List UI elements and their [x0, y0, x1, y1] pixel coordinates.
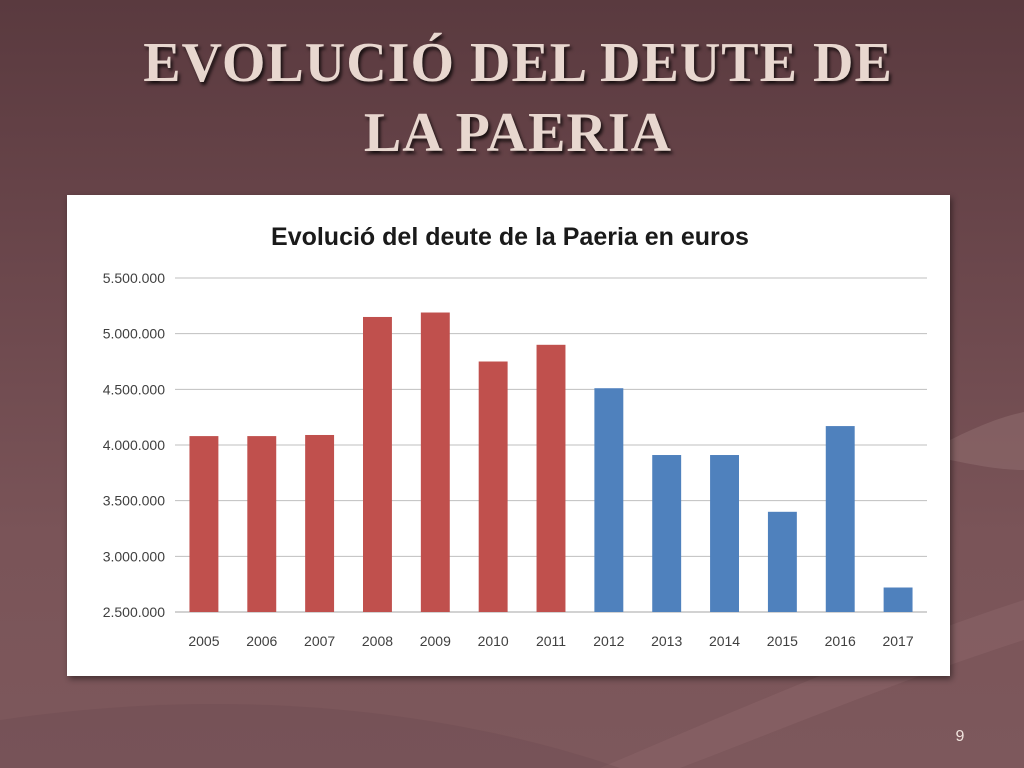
bar-2009	[420, 312, 450, 612]
chart-bars	[189, 312, 913, 612]
bar-2012	[594, 388, 624, 612]
x-tick-label: 2016	[825, 633, 856, 649]
x-tick-label: 2014	[709, 633, 740, 649]
bar-2005	[189, 436, 219, 612]
y-tick-label: 4.500.000	[103, 381, 165, 397]
x-tick-label: 2011	[536, 633, 566, 649]
slide-title: EVOLUCIÓ DEL DEUTE DE LA PAERIA	[40, 28, 996, 168]
slide-title-line-2: LA PAERIA	[363, 102, 673, 164]
x-tick-label: 2010	[478, 633, 509, 649]
x-tick-label: 2006	[246, 633, 277, 649]
y-axis-tick-labels: 2.500.000 3.000.000 3.500.000 4.000.000 4.50…	[103, 270, 165, 620]
x-tick-label: 2009	[420, 633, 451, 649]
y-tick-label: 3.000.000	[103, 548, 165, 564]
x-tick-label: 2005	[188, 633, 219, 649]
bar-2016	[825, 426, 855, 612]
bar-2014	[710, 455, 739, 612]
slide-title-line-1: EVOLUCIÓ DEL DEUTE DE	[143, 32, 893, 94]
y-tick-label: 5.000.000	[103, 326, 165, 342]
chart-title: Evolució del deute de la Paeria en euros	[271, 223, 749, 251]
x-tick-label: 2017	[882, 633, 913, 649]
chart-panel: Evolució del deute de la Paeria en euros…	[67, 195, 950, 676]
bar-2007	[305, 434, 335, 612]
y-tick-label: 2.500.000	[103, 604, 165, 620]
x-axis-tick-labels: 2005 2006 2007 2008 2009 2010 2011 2012 2013 2014…	[188, 633, 914, 649]
bar-chart: Evolució del deute de la Paeria en euros…	[103, 223, 927, 649]
bar-2013	[652, 455, 682, 612]
y-tick-label: 5.500.000	[103, 270, 165, 286]
bar-2011	[536, 344, 566, 612]
y-tick-label: 3.500.000	[103, 493, 165, 509]
bar-2010	[478, 361, 508, 612]
x-tick-label: 2013	[651, 633, 682, 649]
bar-2015	[767, 511, 797, 612]
bar-2017	[883, 587, 913, 612]
x-tick-label: 2015	[767, 633, 798, 649]
x-tick-label: 2008	[362, 633, 393, 649]
y-tick-label: 4.000.000	[103, 437, 165, 453]
page-number: 9	[955, 728, 965, 745]
x-tick-label: 2012	[593, 633, 624, 649]
bar-2006	[247, 436, 277, 612]
bar-2008	[363, 316, 392, 612]
x-tick-label: 2007	[304, 633, 335, 649]
